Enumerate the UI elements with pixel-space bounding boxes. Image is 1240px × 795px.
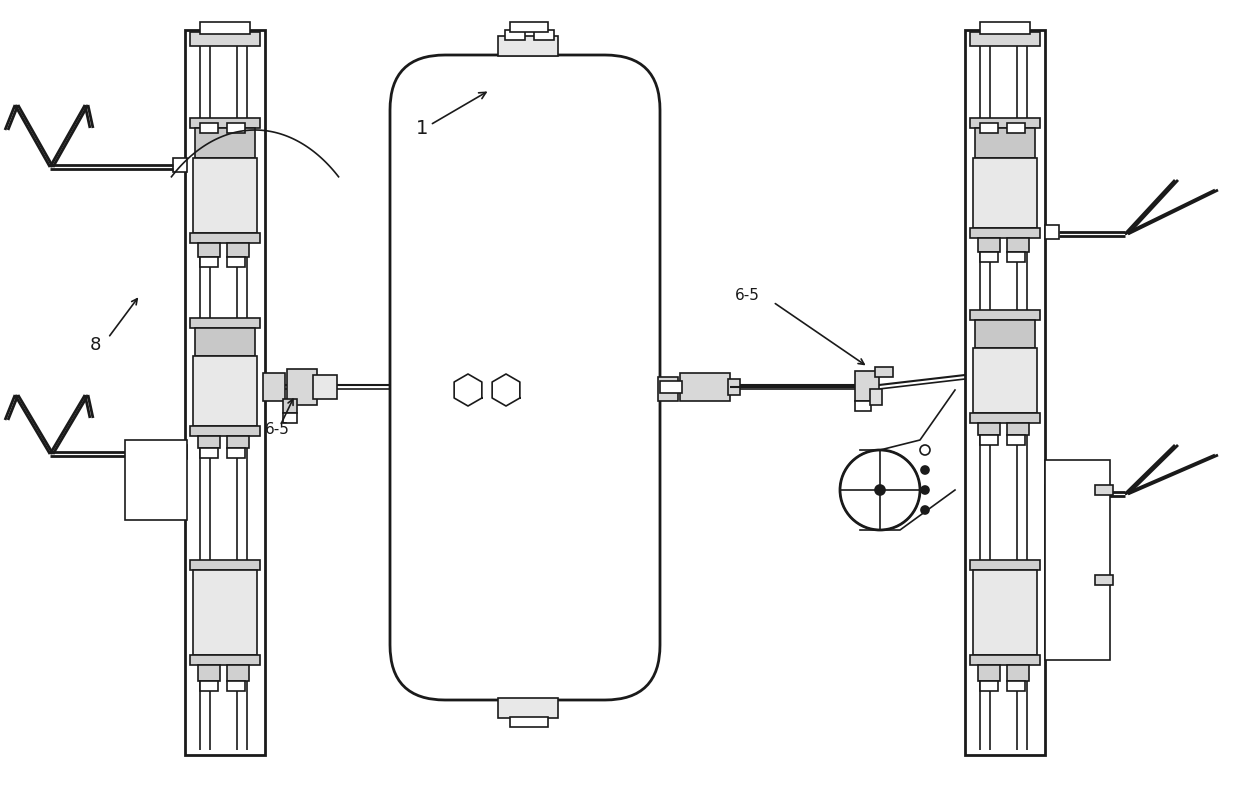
- FancyBboxPatch shape: [391, 55, 660, 700]
- Bar: [498, 698, 558, 718]
- Bar: [973, 348, 1037, 413]
- Bar: [534, 30, 554, 40]
- Bar: [190, 118, 260, 128]
- Bar: [190, 655, 260, 665]
- Bar: [870, 389, 882, 405]
- Bar: [312, 375, 337, 399]
- Text: 6-5: 6-5: [735, 288, 760, 303]
- Bar: [978, 423, 999, 435]
- Bar: [286, 369, 317, 405]
- Circle shape: [921, 466, 929, 474]
- Bar: [1007, 252, 1025, 262]
- Bar: [227, 665, 249, 681]
- Bar: [193, 570, 257, 655]
- Bar: [227, 257, 246, 267]
- Bar: [200, 22, 250, 34]
- Bar: [658, 377, 678, 401]
- Bar: [856, 401, 870, 411]
- Bar: [970, 118, 1040, 128]
- Circle shape: [875, 485, 885, 495]
- Bar: [1095, 575, 1114, 585]
- Bar: [227, 243, 249, 257]
- Bar: [978, 665, 999, 681]
- Bar: [174, 445, 187, 459]
- Bar: [980, 22, 1030, 34]
- Bar: [227, 123, 246, 133]
- Bar: [973, 570, 1037, 655]
- Bar: [975, 320, 1035, 348]
- Bar: [875, 367, 893, 377]
- Bar: [1045, 225, 1059, 239]
- Bar: [193, 158, 257, 233]
- Bar: [978, 238, 999, 252]
- Bar: [728, 379, 740, 395]
- Bar: [510, 22, 548, 32]
- Bar: [980, 681, 998, 691]
- Bar: [505, 30, 525, 40]
- Bar: [970, 32, 1040, 46]
- Bar: [200, 448, 218, 458]
- Bar: [190, 233, 260, 243]
- Bar: [193, 356, 257, 426]
- Bar: [970, 310, 1040, 320]
- Bar: [227, 436, 249, 448]
- Circle shape: [921, 486, 929, 494]
- Bar: [263, 373, 285, 401]
- Bar: [190, 426, 260, 436]
- Bar: [198, 243, 219, 257]
- Bar: [198, 436, 219, 448]
- Bar: [1007, 123, 1025, 133]
- Bar: [283, 413, 298, 423]
- Bar: [227, 448, 246, 458]
- Bar: [970, 413, 1040, 423]
- Bar: [185, 30, 265, 755]
- Bar: [195, 328, 255, 356]
- Bar: [1007, 238, 1029, 252]
- Text: 1: 1: [415, 118, 428, 138]
- Bar: [190, 560, 260, 570]
- Bar: [980, 123, 998, 133]
- Circle shape: [839, 450, 920, 530]
- Bar: [200, 123, 218, 133]
- Bar: [200, 257, 218, 267]
- Bar: [973, 158, 1037, 228]
- Circle shape: [921, 506, 929, 514]
- Text: 6-5: 6-5: [265, 422, 290, 437]
- Bar: [198, 665, 219, 681]
- Bar: [200, 681, 218, 691]
- Bar: [1045, 485, 1059, 499]
- Bar: [190, 318, 260, 328]
- Bar: [1007, 423, 1029, 435]
- Bar: [660, 381, 682, 393]
- Bar: [1095, 485, 1114, 495]
- Bar: [980, 435, 998, 445]
- Bar: [970, 560, 1040, 570]
- Bar: [1007, 435, 1025, 445]
- Bar: [227, 681, 246, 691]
- Bar: [283, 399, 298, 413]
- Bar: [190, 32, 260, 46]
- Bar: [174, 158, 187, 172]
- Bar: [195, 128, 255, 158]
- Bar: [970, 655, 1040, 665]
- Bar: [1007, 665, 1029, 681]
- Bar: [125, 440, 187, 520]
- Bar: [965, 30, 1045, 755]
- Bar: [970, 228, 1040, 238]
- Bar: [856, 371, 879, 401]
- Bar: [498, 36, 558, 56]
- Bar: [980, 252, 998, 262]
- Bar: [1007, 681, 1025, 691]
- Bar: [975, 128, 1035, 158]
- Circle shape: [920, 445, 930, 455]
- Bar: [680, 373, 730, 401]
- Bar: [510, 717, 548, 727]
- Bar: [1045, 460, 1110, 660]
- Text: 8: 8: [89, 336, 100, 354]
